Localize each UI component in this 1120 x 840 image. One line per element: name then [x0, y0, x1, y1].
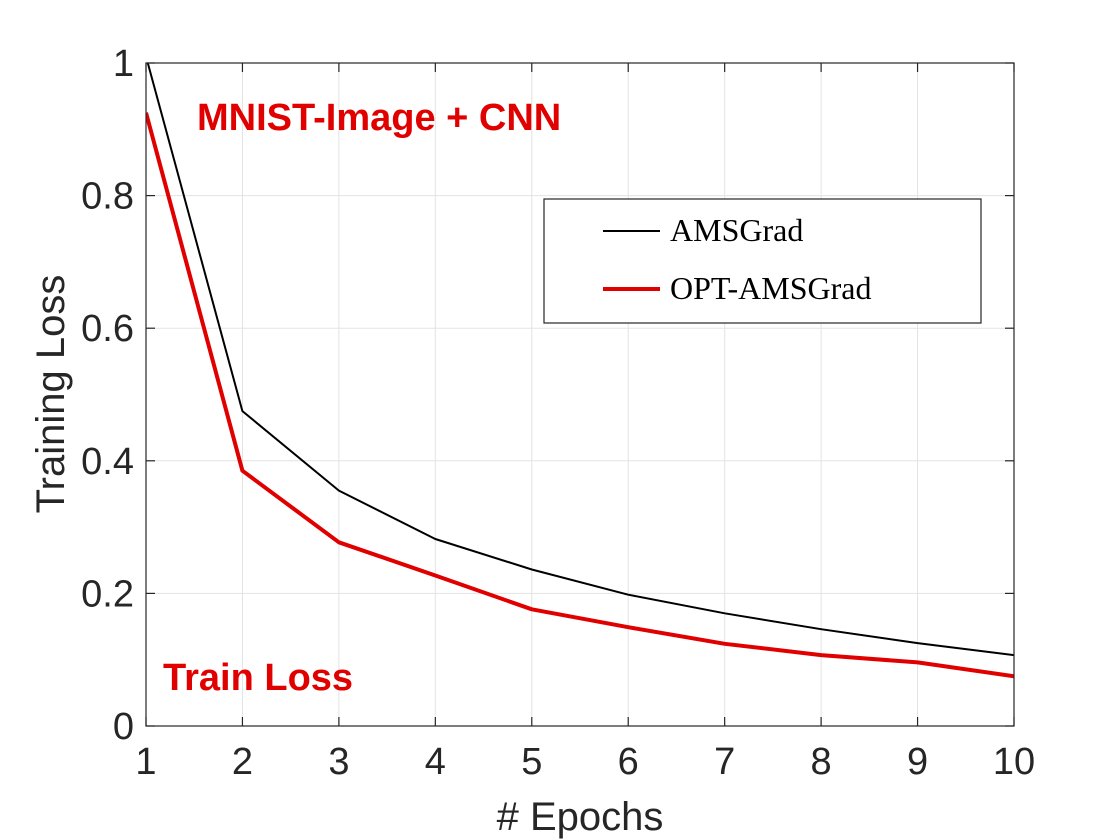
- y-tick-labels: 0 0.2 0.4 0.6 0.8 1: [81, 43, 134, 748]
- x-tick-label: 10: [993, 741, 1035, 783]
- grid-lines: [146, 63, 1014, 726]
- plot-area: [146, 63, 1014, 726]
- series-layer: [146, 63, 1014, 679]
- annotation-dataset: MNIST-Image + CNN: [197, 97, 561, 139]
- legend: AMSGrad OPT-AMSGrad: [543, 198, 982, 324]
- series-line-opt-amsgrad: [146, 112, 1014, 679]
- y-tick-label: 0: [113, 706, 134, 748]
- y-axis-label: Training Loss: [29, 275, 73, 514]
- x-tick-label: 6: [618, 741, 639, 783]
- series-line-amsgrad: [146, 63, 1014, 657]
- x-tick-label: 9: [907, 741, 928, 783]
- plot-frame: [145, 62, 1015, 727]
- x-tick-label: 8: [811, 741, 832, 783]
- x-tick-label: 3: [328, 741, 349, 783]
- y-tick-label: 0.4: [81, 441, 134, 483]
- x-tick-label: 5: [521, 741, 542, 783]
- tick-marks: [145, 62, 1015, 727]
- legend-label-amsgrad: AMSGrad: [670, 212, 803, 248]
- y-tick-label: 0.6: [81, 308, 134, 350]
- legend-box: [543, 198, 982, 324]
- x-axis-label: # Epochs: [497, 795, 664, 839]
- y-tick-label: 0.2: [81, 573, 134, 615]
- x-tick-label: 1: [135, 741, 156, 783]
- annotation-train-loss: Train Loss: [163, 657, 353, 699]
- x-tick-labels: 1 2 3 4 5 6 7 8 9 10: [135, 741, 1035, 783]
- x-tick-label: 7: [714, 741, 735, 783]
- x-tick-label: 4: [425, 741, 446, 783]
- y-tick-label: 1: [113, 43, 134, 85]
- x-tick-label: 2: [232, 741, 253, 783]
- legend-label-opt-amsgrad: OPT-AMSGrad: [670, 270, 872, 306]
- y-tick-label: 0.8: [81, 176, 134, 218]
